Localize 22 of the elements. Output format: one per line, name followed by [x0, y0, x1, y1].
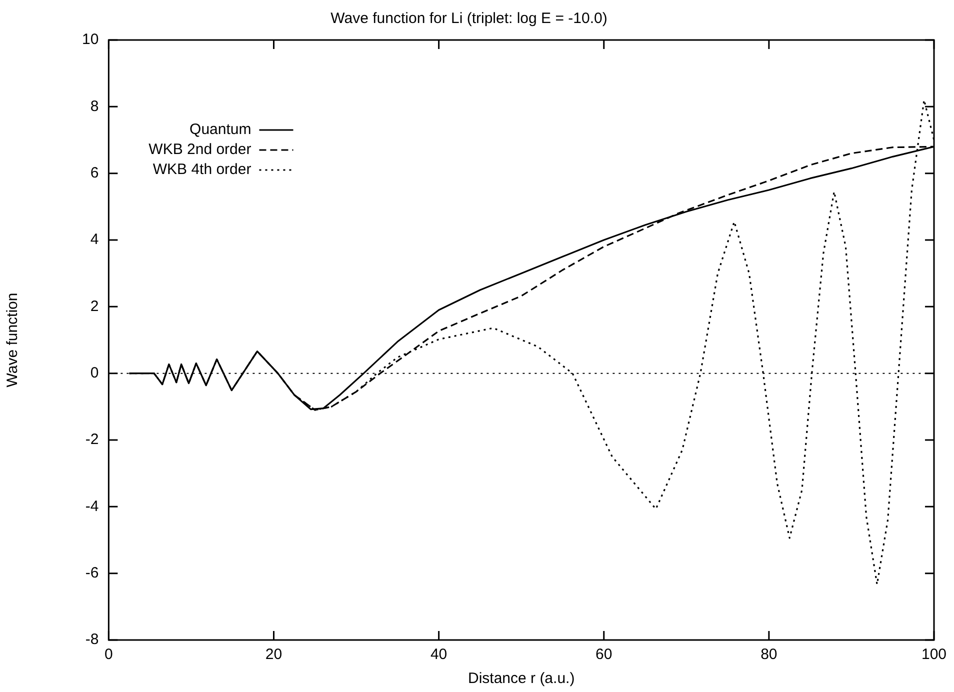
- y-axis-title: Wave function: [4, 292, 22, 388]
- legend-label: Quantum: [190, 121, 252, 138]
- x-tick-label: 60: [596, 646, 612, 664]
- x-axis-title: Distance r (a.u.): [468, 670, 575, 688]
- chart-title: Wave function for Li (triplet: log E = -10.0): [330, 10, 608, 28]
- y-tick-label: 0: [90, 364, 99, 382]
- y-tick-label: 6: [90, 164, 99, 182]
- x-tick-label: 20: [265, 646, 282, 664]
- x-tick-label: 0: [104, 646, 113, 664]
- y-tick-label: -6: [85, 564, 99, 582]
- x-tick-label: 100: [921, 646, 947, 664]
- legend-label: WKB 4th order: [152, 161, 252, 178]
- y-tick-label: -8: [85, 631, 99, 648]
- x-tick-label: 40: [430, 646, 448, 664]
- x-tick-label: 80: [760, 646, 778, 664]
- y-tick-label: -2: [85, 431, 99, 448]
- legend-label: WKB 2nd order: [148, 141, 252, 158]
- y-tick-label: 4: [90, 231, 99, 248]
- y-tick-label: 8: [90, 98, 99, 115]
- y-tick-label: 2: [90, 298, 99, 315]
- y-tick-label: 10: [82, 31, 99, 48]
- y-tick-label: -4: [85, 498, 99, 515]
